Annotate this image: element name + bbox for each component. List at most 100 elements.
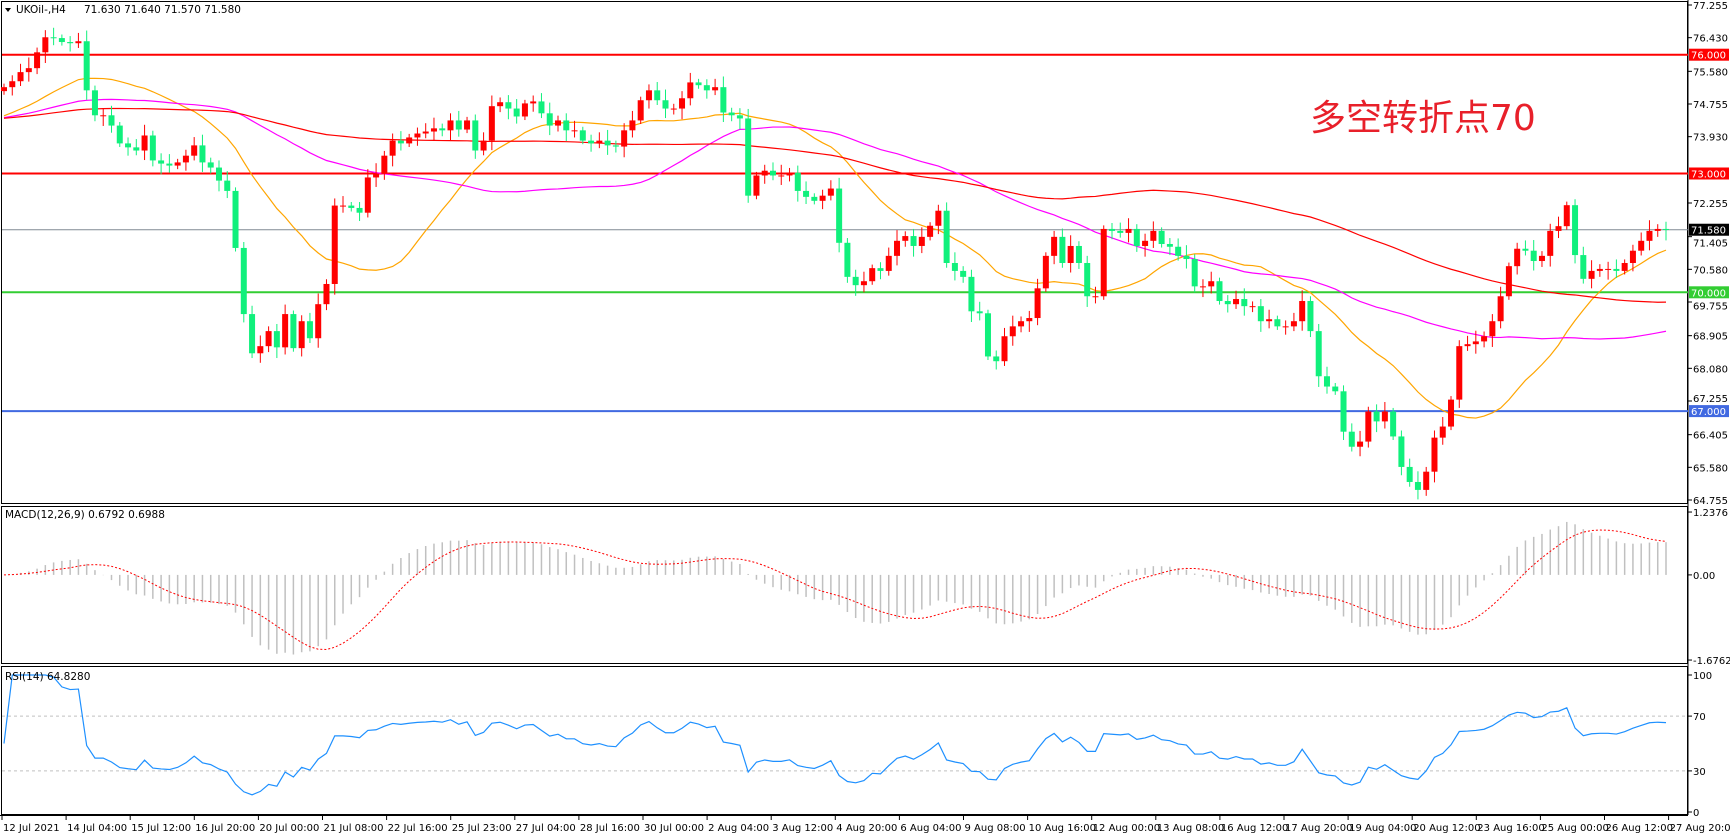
candle-body: [315, 304, 322, 339]
candle: [1224, 295, 1231, 313]
candle-body: [472, 120, 479, 151]
candle: [654, 82, 661, 105]
candle: [9, 75, 16, 96]
candle: [199, 134, 206, 172]
candle-body: [1150, 230, 1157, 241]
candle-body: [17, 72, 24, 82]
candle-body: [1026, 318, 1033, 322]
candle: [1538, 251, 1545, 267]
candle: [191, 137, 198, 161]
candle-body: [348, 205, 355, 208]
candle-body: [480, 140, 487, 151]
candle: [563, 113, 570, 142]
candle: [249, 305, 256, 359]
candle-body: [158, 160, 165, 164]
candle-body: [1241, 299, 1248, 307]
candle-body: [1125, 228, 1132, 233]
candle: [1233, 290, 1240, 309]
symbol-label: UKOil-,H4: [16, 4, 66, 16]
price-tick-label: 73.930: [1693, 133, 1728, 144]
candle: [158, 153, 165, 175]
candle: [579, 126, 586, 145]
candle-body: [389, 140, 396, 156]
candle: [42, 30, 49, 64]
candle-body: [50, 37, 57, 39]
candle-body: [340, 205, 347, 207]
candle: [1439, 417, 1446, 445]
candle-body: [563, 120, 570, 131]
candle: [1588, 260, 1595, 289]
candle: [1282, 320, 1289, 335]
candle: [257, 335, 264, 363]
candle: [1530, 240, 1537, 271]
annotation-text[interactable]: 多空转折点70: [1310, 98, 1536, 139]
candle: [621, 123, 628, 158]
candle-body: [249, 314, 256, 354]
candle: [1142, 233, 1149, 257]
candle-body: [629, 120, 636, 131]
candle: [1448, 396, 1455, 431]
candle-body: [1390, 411, 1397, 437]
candle-body: [761, 170, 768, 176]
candle: [265, 326, 272, 353]
candle: [166, 154, 173, 173]
candle: [1365, 406, 1372, 448]
candle: [687, 72, 694, 106]
candle-body: [1133, 228, 1140, 246]
candle-body: [1084, 262, 1091, 297]
candle: [1390, 407, 1397, 441]
candle: [910, 228, 917, 257]
macd-tick-label: 0.00: [1693, 571, 1715, 582]
candle: [381, 150, 388, 180]
candle-body: [679, 98, 686, 109]
time-tick-label: 13 Aug 08:00: [1157, 823, 1224, 834]
level-tag-label: 76.000: [1691, 51, 1726, 62]
candle: [555, 115, 561, 132]
candle: [464, 116, 471, 134]
candle: [1613, 259, 1620, 279]
candle-body: [497, 102, 504, 107]
candle: [1125, 218, 1132, 243]
candle-body: [125, 143, 132, 148]
candle: [75, 32, 82, 48]
candle: [1150, 221, 1157, 248]
time-tick-label: 10 Aug 16:00: [1029, 823, 1096, 834]
candle-body: [1117, 230, 1124, 233]
candle-body: [1332, 386, 1339, 392]
candle: [927, 222, 934, 241]
collapse-triangle-icon[interactable]: [5, 8, 11, 12]
candle-body: [464, 120, 471, 130]
candle-body: [42, 37, 49, 53]
candle: [596, 132, 603, 149]
candle-body: [819, 195, 826, 201]
candle-body: [1538, 255, 1545, 262]
candle: [720, 76, 727, 123]
candle: [670, 103, 677, 115]
candle-body: [1274, 319, 1281, 327]
level-tag: [1689, 48, 1729, 61]
rsi-line: [3, 674, 1667, 796]
candle: [497, 97, 504, 113]
candle-body: [67, 42, 74, 44]
candle: [480, 132, 487, 156]
candle: [1067, 235, 1074, 273]
candle: [232, 187, 239, 252]
candle: [67, 36, 74, 52]
candle: [778, 164, 785, 185]
candle: [306, 312, 313, 343]
candle-body: [91, 90, 98, 116]
level-tags: 76.000 73.000 71.580 70.000 67.000: [1689, 48, 1729, 418]
candle: [215, 160, 222, 192]
candle: [1629, 244, 1636, 272]
candle: [869, 264, 876, 285]
candle: [83, 30, 90, 100]
candle: [182, 149, 189, 171]
time-tick-label: 23 Aug 16:00: [1477, 823, 1544, 834]
candle: [811, 193, 818, 205]
price-tick-label: 70.580: [1693, 265, 1728, 276]
candle: [1266, 309, 1273, 329]
candle-body: [1109, 228, 1115, 231]
candle-body: [786, 172, 793, 176]
rsi-tick-label: 0: [1693, 808, 1699, 819]
